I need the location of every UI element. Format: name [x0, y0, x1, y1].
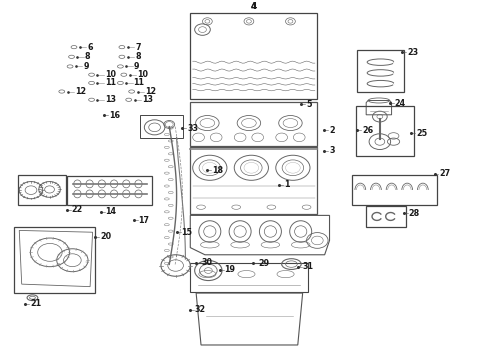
Text: 26: 26 [362, 126, 373, 135]
Text: 2: 2 [329, 126, 335, 135]
Text: 28: 28 [409, 209, 420, 218]
Text: 15: 15 [181, 228, 193, 237]
Text: 4: 4 [250, 2, 257, 11]
Text: 12: 12 [75, 87, 86, 96]
Text: 23: 23 [407, 48, 418, 57]
Bar [190, 263, 308, 292]
Text: 19: 19 [224, 265, 236, 274]
Text: 1: 1 [284, 180, 290, 189]
Text: 27: 27 [440, 169, 451, 178]
Text: 8: 8 [85, 52, 90, 61]
Bar [67, 176, 152, 205]
Bar [356, 106, 414, 156]
Text: 21: 21 [30, 299, 41, 308]
Bar [190, 13, 318, 99]
Text: 13: 13 [142, 95, 153, 104]
Text: 20: 20 [100, 232, 111, 241]
Text: 18: 18 [212, 166, 223, 175]
Text: 4: 4 [251, 2, 257, 11]
Text: 9: 9 [83, 62, 89, 71]
Text: 7: 7 [135, 42, 141, 51]
Text: 33: 33 [187, 124, 198, 133]
Text: 29: 29 [258, 259, 270, 268]
Text: 22: 22 [72, 205, 83, 214]
Text: 12: 12 [145, 87, 156, 96]
Bar [366, 206, 406, 227]
Text: 16: 16 [109, 111, 120, 120]
Text: 6: 6 [87, 42, 93, 51]
Bar [18, 175, 66, 205]
Text: 30: 30 [201, 258, 212, 267]
Text: 24: 24 [394, 99, 406, 108]
Text: 10: 10 [105, 70, 116, 79]
Text: 5: 5 [306, 100, 312, 109]
Text: 11: 11 [105, 78, 116, 87]
Text: 11: 11 [134, 78, 145, 87]
Text: 10: 10 [137, 70, 148, 79]
Text: 3: 3 [329, 146, 335, 155]
Bar [14, 227, 95, 293]
Text: 8: 8 [135, 52, 141, 61]
Text: 13: 13 [105, 95, 116, 104]
Text: 31: 31 [303, 262, 314, 271]
Text: 9: 9 [134, 62, 139, 71]
Bar [357, 50, 404, 91]
Text: 14: 14 [105, 207, 117, 216]
Bar [351, 175, 437, 204]
Text: 25: 25 [416, 129, 427, 138]
Text: 32: 32 [195, 305, 206, 314]
Bar [140, 115, 183, 138]
Text: 17: 17 [139, 216, 149, 225]
